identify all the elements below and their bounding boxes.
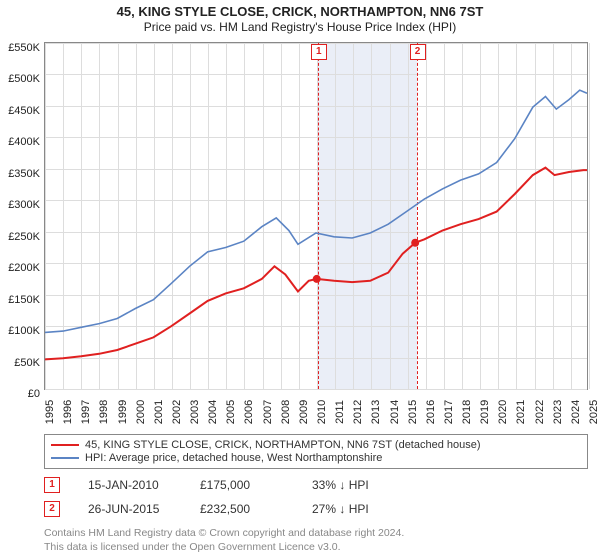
price-chart: 12 — [44, 42, 588, 390]
legend-label: 45, KING STYLE CLOSE, CRICK, NORTHAMPTON… — [85, 439, 481, 451]
x-tick-label: 2001 — [153, 400, 165, 424]
x-tick-label: 2006 — [243, 400, 255, 424]
legend-swatch — [51, 444, 79, 446]
x-tick-label: 2022 — [534, 400, 546, 424]
gridline-v — [589, 43, 590, 389]
legend-item-property: 45, KING STYLE CLOSE, CRICK, NORTHAMPTON… — [51, 439, 581, 451]
x-tick-label: 2018 — [461, 400, 473, 424]
x-tick-label: 2009 — [298, 400, 310, 424]
footer: Contains HM Land Registry data © Crown c… — [44, 527, 588, 554]
x-tick-label: 2010 — [316, 400, 328, 424]
x-tick-label: 2017 — [443, 400, 455, 424]
x-tick-label: 1995 — [44, 400, 56, 424]
y-tick-label: £400K — [8, 136, 40, 148]
y-axis: £0£50K£100K£150K£200K£250K£300K£350K£400… — [0, 48, 44, 394]
x-tick-label: 2025 — [588, 400, 600, 424]
x-tick-label: 1998 — [98, 400, 110, 424]
legend: 45, KING STYLE CLOSE, CRICK, NORTHAMPTON… — [44, 434, 588, 469]
y-tick-label: £100K — [8, 325, 40, 337]
legend-item-hpi: HPI: Average price, detached house, West… — [51, 452, 581, 464]
y-tick-label: £250K — [8, 231, 40, 243]
x-tick-label: 2002 — [171, 400, 183, 424]
x-tick-label: 2020 — [497, 400, 509, 424]
y-tick-label: £50K — [14, 357, 40, 369]
x-tick-label: 2016 — [425, 400, 437, 424]
y-tick-label: £300K — [8, 199, 40, 211]
page-subtitle: Price paid vs. HM Land Registry's House … — [0, 20, 600, 34]
y-tick-label: £500K — [8, 73, 40, 85]
x-tick-label: 2014 — [389, 400, 401, 424]
x-tick-label: 2008 — [280, 400, 292, 424]
sale-pct: 27% ↓ HPI — [312, 502, 396, 516]
sale-date: 26-JUN-2015 — [88, 502, 172, 516]
y-tick-label: £150K — [8, 294, 40, 306]
page-title: 45, KING STYLE CLOSE, CRICK, NORTHAMPTON… — [0, 4, 600, 19]
legend-label: HPI: Average price, detached house, West… — [85, 452, 382, 464]
x-tick-label: 2015 — [407, 400, 419, 424]
x-tick-label: 1997 — [80, 400, 92, 424]
sale-badge: 1 — [44, 477, 60, 493]
y-tick-label: £0 — [28, 388, 40, 400]
footer-line-2: This data is licensed under the Open Gov… — [44, 541, 588, 555]
x-tick-label: 2024 — [570, 400, 582, 424]
legend-swatch — [51, 457, 79, 459]
sale-price: £232,500 — [200, 502, 284, 516]
x-tick-label: 2007 — [262, 400, 274, 424]
y-tick-label: £350K — [8, 168, 40, 180]
sale-date: 15-JAN-2010 — [88, 478, 172, 492]
sale-badge: 2 — [44, 501, 60, 517]
x-tick-label: 2000 — [135, 400, 147, 424]
footer-line-1: Contains HM Land Registry data © Crown c… — [44, 527, 588, 541]
x-tick-label: 2011 — [334, 400, 346, 424]
x-tick-label: 2012 — [352, 400, 364, 424]
y-tick-label: £200K — [8, 262, 40, 274]
series-svg — [45, 43, 587, 389]
y-tick-label: £550K — [8, 42, 40, 54]
sale-row: 1 15-JAN-2010 £175,000 33% ↓ HPI — [44, 477, 588, 493]
x-tick-label: 2003 — [189, 400, 201, 424]
sale-price: £175,000 — [200, 478, 284, 492]
x-tick-label: 2005 — [225, 400, 237, 424]
y-tick-label: £450K — [8, 105, 40, 117]
series-line-property — [45, 168, 587, 360]
x-tick-label: 2023 — [552, 400, 564, 424]
x-tick-label: 2004 — [207, 400, 219, 424]
x-tick-label: 2019 — [479, 400, 491, 424]
series-marker-property — [411, 239, 419, 247]
arrow-down-icon: ↓ — [339, 478, 345, 492]
x-tick-label: 1996 — [62, 400, 74, 424]
x-tick-label: 2021 — [515, 400, 527, 424]
sale-row: 2 26-JUN-2015 £232,500 27% ↓ HPI — [44, 501, 588, 517]
x-axis: 1995 1996 1997 1998 1999 2000 2001 2002 2003 2004… — [44, 390, 588, 428]
series-marker-property — [313, 275, 321, 283]
arrow-down-icon: ↓ — [339, 502, 345, 516]
x-tick-label: 2013 — [370, 400, 382, 424]
series-line-hpi — [45, 90, 587, 332]
sale-pct: 33% ↓ HPI — [312, 478, 396, 492]
x-tick-label: 1999 — [117, 400, 129, 424]
